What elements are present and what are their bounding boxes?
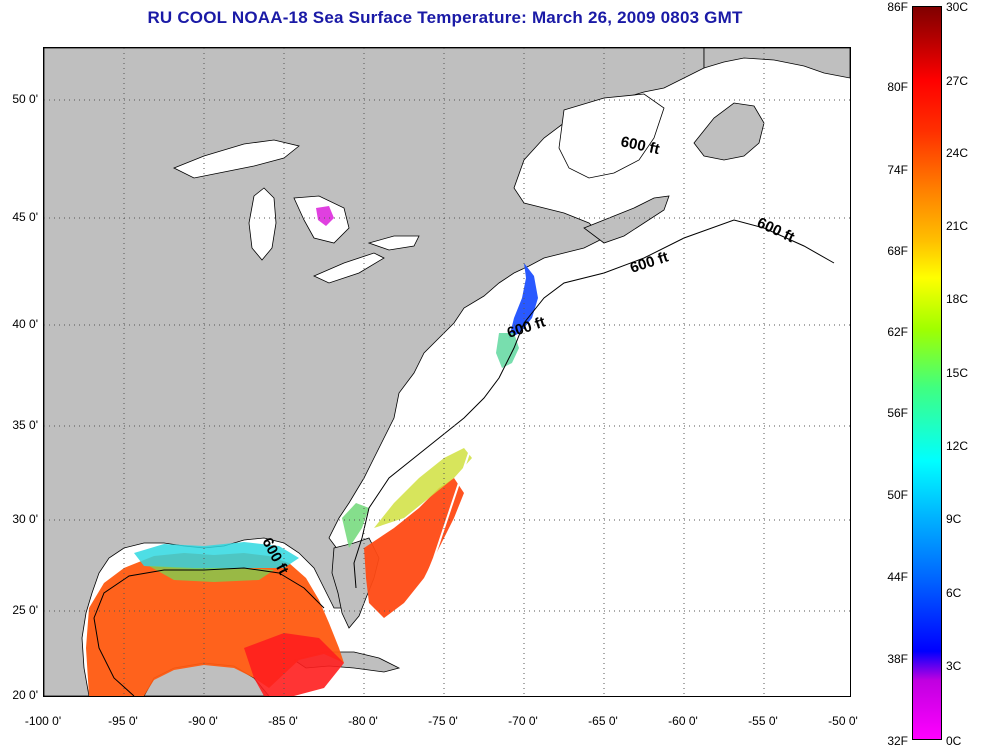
sst-mid-atlantic-blue xyxy=(509,263,538,338)
map-title: RU COOL NOAA-18 Sea Surface Temperature:… xyxy=(147,8,743,27)
colorbar-c-6: 6C xyxy=(946,586,962,600)
sst-shelf-green xyxy=(342,503,369,548)
colorbar-c-27: 27C xyxy=(946,74,969,88)
gulf-st-lawrence xyxy=(558,93,665,179)
colorbar-f-62: 62F xyxy=(887,325,908,339)
colorbar-c-0: 0C xyxy=(946,734,962,748)
map-canvas: 600 ft 600 ft 600 ft 600 ft 600 ft xyxy=(44,48,850,696)
lake-superior xyxy=(173,139,300,179)
colorbar-c-18: 18C xyxy=(946,292,969,306)
lat-label-50: 50 0' xyxy=(12,92,38,106)
colorbar-f-32: 32F xyxy=(887,734,908,748)
land-nova-scotia xyxy=(583,195,670,244)
colorbar-c-12: 12C xyxy=(946,439,969,453)
colorbar-c-24: 24C xyxy=(946,146,969,160)
colorbar-c-30: 30C xyxy=(946,0,969,14)
lon-label-95: -95 0' xyxy=(108,714,138,728)
lon-label-100: -100 0' xyxy=(24,714,62,728)
lon-label-60: -60 0' xyxy=(668,714,698,728)
lake-erie xyxy=(313,252,385,284)
colorbar-f-86: 86F xyxy=(887,0,908,14)
colorbar-c-21: 21C xyxy=(946,219,969,233)
lon-label-90: -90 0' xyxy=(188,714,218,728)
lat-label-30: 30 0' xyxy=(12,512,38,526)
land-north-east xyxy=(703,48,850,79)
lake-ontario xyxy=(367,235,420,251)
graticule xyxy=(44,48,850,696)
colorbar-f-44: 44F xyxy=(887,570,908,584)
colorbar-c-3: 3C xyxy=(946,659,962,673)
lon-label-55: -55 0' xyxy=(748,714,778,728)
colorbar-f-38: 38F xyxy=(887,652,908,666)
lat-label-25: 25 0' xyxy=(12,603,38,617)
colorbar-f-50: 50F xyxy=(887,488,908,502)
lake-michigan xyxy=(248,187,277,261)
colorbar-f-74: 74F xyxy=(887,163,908,177)
lon-label-85: -85 0' xyxy=(268,714,298,728)
isobath-600ft xyxy=(93,219,835,696)
lon-label-50: -50 0' xyxy=(828,714,858,728)
sst-caribbean-hot xyxy=(244,633,344,696)
sst-gulf-stream xyxy=(364,478,464,618)
sst-gulf-cold xyxy=(134,542,299,570)
sst-map[interactable]: 600 ft 600 ft 600 ft 600 ft 600 ft xyxy=(43,47,851,697)
lon-label-70: -70 0' xyxy=(508,714,538,728)
lat-label-40: 40 0' xyxy=(12,317,38,331)
lon-label-65: -65 0' xyxy=(588,714,618,728)
colorbar-f-80: 80F xyxy=(887,80,908,94)
swath-edge xyxy=(393,437,475,649)
colorbar-c-15: 15C xyxy=(946,366,969,380)
lat-label-45: 45 0' xyxy=(12,210,38,224)
lat-label-35: 35 0' xyxy=(12,418,38,432)
temperature-colorbar xyxy=(912,6,942,740)
lon-label-75: -75 0' xyxy=(428,714,458,728)
sst-atlantic-yellow xyxy=(374,448,472,528)
colorbar-f-68: 68F xyxy=(887,244,908,258)
sst-mid-atlantic-green xyxy=(496,333,519,368)
colorbar-f-56: 56F xyxy=(887,406,908,420)
land-newfoundland xyxy=(693,102,765,161)
colorbar-c-9: 9C xyxy=(946,512,962,526)
land-north-america xyxy=(44,48,705,696)
lon-label-80: -80 0' xyxy=(348,714,378,728)
sst-lake-magenta xyxy=(316,206,334,226)
lat-label-20: 20 0' xyxy=(12,688,38,702)
